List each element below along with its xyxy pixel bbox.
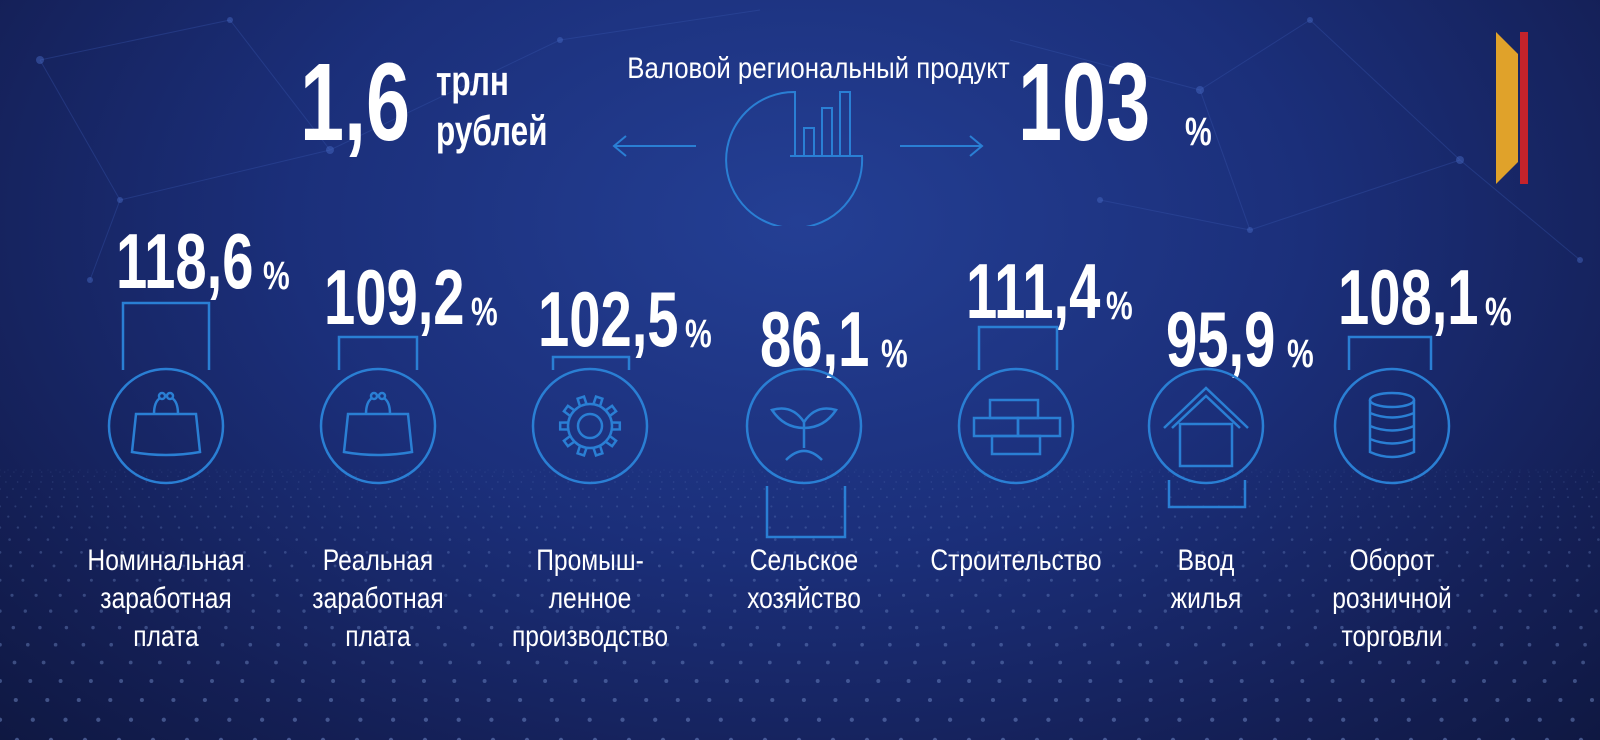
indicator-label: Строительство xyxy=(930,544,1102,577)
wallet-icon xyxy=(319,367,437,485)
indicator-connector xyxy=(1347,335,1433,370)
indicator-label: Реальная заработная плата xyxy=(312,544,444,653)
indicator-unit: % xyxy=(471,290,498,334)
indicator-unit: % xyxy=(1485,290,1512,334)
brand-logo-icon xyxy=(1496,32,1528,184)
indicator-unit: % xyxy=(263,254,290,298)
gear-icon xyxy=(531,367,649,485)
indicator-label: Номинальная заработная плата xyxy=(87,544,245,653)
indicator-label: Оборот розничной торговли xyxy=(1332,544,1452,653)
indicator-connector xyxy=(121,301,211,370)
indicator-value: 95,9 xyxy=(1166,295,1276,383)
indicator-value: 102,5 xyxy=(538,275,679,363)
indicator-value: 118,6 xyxy=(116,217,254,305)
indicator-connector xyxy=(337,335,419,370)
indicator-label: Промыш- ленное производство xyxy=(511,544,669,653)
house-icon xyxy=(1147,367,1265,485)
indicator-value: 108,1 xyxy=(1338,253,1479,341)
coins-icon xyxy=(1333,367,1451,485)
indicator-unit: % xyxy=(685,312,712,356)
grp-growth-value: 103 xyxy=(1018,41,1151,164)
indicator-label: Ввод жилья xyxy=(1170,544,1242,615)
page-title: Валовой региональный продукт xyxy=(627,52,1010,85)
grp-growth-unit: % xyxy=(1185,110,1212,154)
chart-emblem-icon xyxy=(612,90,984,226)
brand-logo xyxy=(1496,32,1532,184)
indicator-unit: % xyxy=(881,332,908,376)
indicator-value: 109,2 xyxy=(324,253,465,341)
sprout-icon xyxy=(745,367,863,485)
indicator-unit: % xyxy=(1287,332,1314,376)
bricks-icon xyxy=(957,367,1075,485)
indicator-connector xyxy=(765,486,847,539)
grp-value: 1,6 xyxy=(300,41,411,164)
grp-unit-line1: трлн xyxy=(436,57,509,104)
indicator-unit: % xyxy=(1106,284,1133,328)
indicator-connector xyxy=(977,325,1059,370)
wallet-icon xyxy=(107,367,225,485)
grp-unit-line2: рублей xyxy=(436,107,548,154)
indicator-value: 86,1 xyxy=(760,295,870,383)
indicator-connector xyxy=(1167,480,1247,509)
indicator-value: 111,4 xyxy=(966,247,1101,335)
indicator-connector xyxy=(551,355,631,370)
indicator-label: Сельское хозяйство xyxy=(747,544,861,615)
